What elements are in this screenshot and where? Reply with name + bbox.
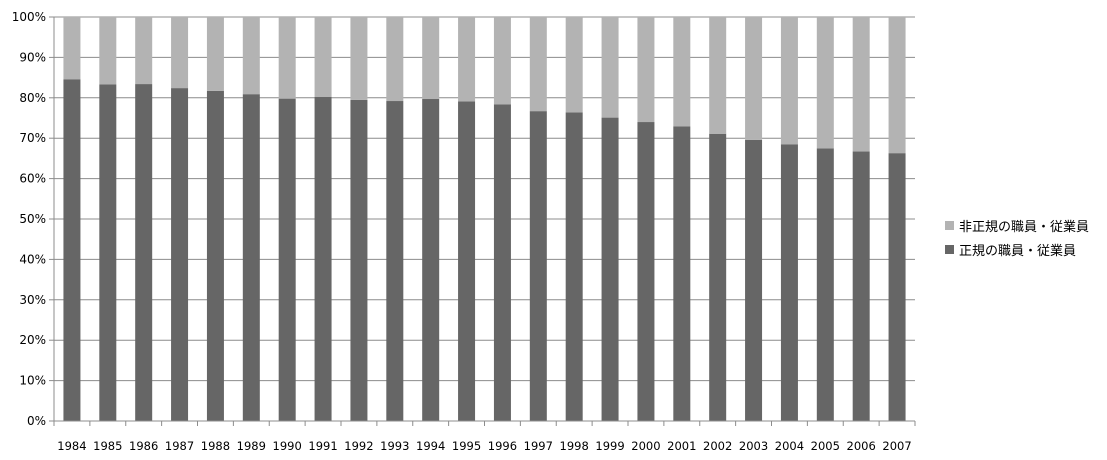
bar-non-regular xyxy=(99,17,117,85)
y-tick-label: 100% xyxy=(12,10,46,24)
legend-item-non-regular: 非正規の職員・従業員 xyxy=(945,213,1089,237)
x-tick-label: 1988 xyxy=(201,439,230,453)
y-tick-label: 60% xyxy=(19,172,46,186)
bar-regular xyxy=(63,79,81,421)
bar-regular xyxy=(709,133,727,422)
y-tick-label: 30% xyxy=(19,293,46,307)
bar-regular xyxy=(422,99,440,422)
bar-non-regular xyxy=(601,17,619,118)
bar-non-regular xyxy=(637,17,655,123)
legend-label-non-regular: 非正規の職員・従業員 xyxy=(959,219,1090,235)
bar-non-regular xyxy=(386,17,404,102)
legend-item-regular: 正規の職員・従業員 xyxy=(945,237,1089,261)
legend-swatch-non-regular xyxy=(945,220,954,230)
bar-non-regular xyxy=(350,17,368,100)
bar-regular xyxy=(135,84,153,422)
bar-non-regular xyxy=(422,17,440,100)
bar-non-regular xyxy=(816,17,834,149)
x-tick-label: 1993 xyxy=(380,439,409,453)
y-tick-label: 20% xyxy=(19,333,46,347)
bar-regular xyxy=(745,139,763,422)
bar-regular xyxy=(493,104,511,421)
x-tick-label: 1990 xyxy=(273,439,302,453)
bar-regular xyxy=(852,151,870,422)
bar-non-regular xyxy=(206,17,224,91)
bar-non-regular xyxy=(852,17,870,152)
x-tick-label: 1989 xyxy=(237,439,266,453)
bar-non-regular xyxy=(565,17,583,113)
bar-non-regular xyxy=(278,17,296,99)
y-tick-label: 40% xyxy=(19,252,46,266)
x-tick-label: 1995 xyxy=(452,439,481,453)
bar-regular xyxy=(350,99,368,421)
x-tick-label: 1991 xyxy=(308,439,337,453)
y-tick-label: 80% xyxy=(19,91,46,105)
bar-non-regular xyxy=(171,17,189,89)
bar-regular xyxy=(673,126,691,421)
bar-regular xyxy=(601,117,619,421)
bar-regular xyxy=(314,96,332,421)
legend-swatch-regular xyxy=(945,244,954,254)
bar-non-regular xyxy=(745,17,763,140)
x-tick-label: 2001 xyxy=(667,439,696,453)
bar-non-regular xyxy=(458,17,476,102)
bar-non-regular xyxy=(529,17,547,112)
bar-non-regular xyxy=(314,17,332,97)
bar-regular xyxy=(386,101,404,422)
bar-non-regular xyxy=(888,17,906,154)
legend: 非正規の職員・従業員 正規の職員・従業員 xyxy=(945,213,1089,261)
bar-regular xyxy=(242,94,260,421)
x-tick-label: 1986 xyxy=(129,439,158,453)
y-tick-label: 70% xyxy=(19,131,46,145)
x-tick-label: 2005 xyxy=(811,439,840,453)
bar-regular xyxy=(278,98,296,421)
y-tick-label: 0% xyxy=(27,414,46,428)
x-tick-label: 1996 xyxy=(488,439,517,453)
x-tick-label: 1984 xyxy=(57,439,86,453)
bar-regular xyxy=(171,88,189,421)
bar-regular xyxy=(565,112,583,422)
x-tick-label: 2003 xyxy=(739,439,768,453)
bar-regular xyxy=(780,144,798,421)
x-tick-label: 1994 xyxy=(416,439,445,453)
x-tick-label: 1999 xyxy=(595,439,624,453)
bar-regular xyxy=(458,101,476,421)
x-tick-label: 2000 xyxy=(631,439,660,453)
x-tick-label: 2004 xyxy=(775,439,804,453)
bar-regular xyxy=(529,111,547,421)
x-tick-label: 1992 xyxy=(344,439,373,453)
bar-non-regular xyxy=(709,17,727,134)
y-tick-label: 90% xyxy=(19,50,46,64)
bar-regular xyxy=(888,153,906,421)
bar-regular xyxy=(637,122,655,421)
bar-regular xyxy=(206,90,224,421)
x-tick-label: 1987 xyxy=(165,439,194,453)
x-tick-label: 2002 xyxy=(703,439,732,453)
bar-non-regular xyxy=(63,17,81,80)
legend-label-regular: 正規の職員・従業員 xyxy=(959,243,1077,259)
bar-regular xyxy=(816,148,834,422)
y-tick-label: 50% xyxy=(19,212,46,226)
x-tick-label: 2006 xyxy=(847,439,876,453)
bar-non-regular xyxy=(242,17,260,95)
bar-non-regular xyxy=(135,17,153,85)
bar-non-regular xyxy=(673,17,691,127)
x-tick-label: 1985 xyxy=(93,439,122,453)
bar-non-regular xyxy=(780,17,798,145)
x-tick-label: 1998 xyxy=(560,439,589,453)
y-tick-label: 10% xyxy=(19,374,46,388)
x-tick-label: 2007 xyxy=(882,439,911,453)
bar-non-regular xyxy=(493,17,511,105)
bar-regular xyxy=(99,84,117,421)
x-tick-label: 1997 xyxy=(524,439,553,453)
